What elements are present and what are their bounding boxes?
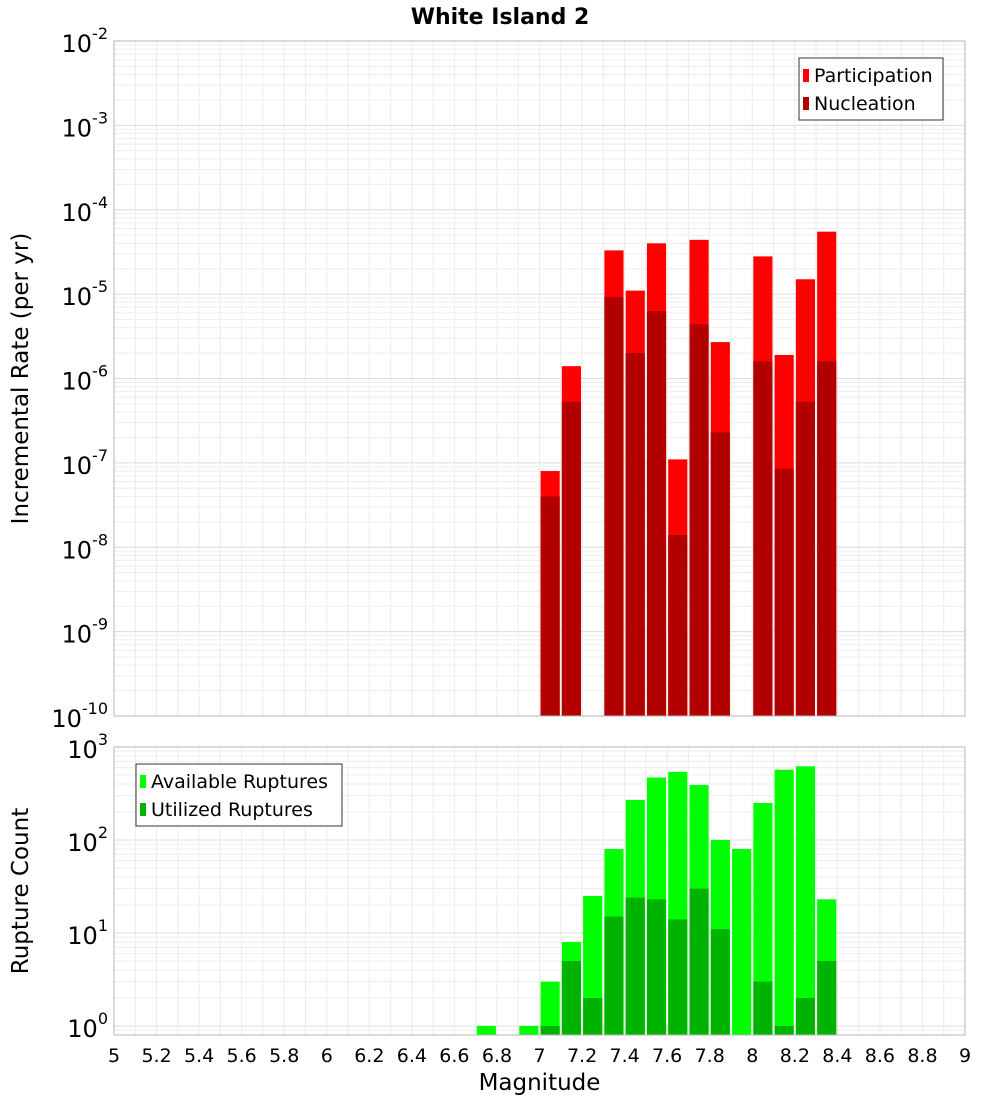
panel2-bar-available-ruptures: [753, 802, 773, 1035]
panel2-y-tick-label: 103: [67, 730, 108, 764]
panel2-legend-swatch: [140, 775, 146, 788]
panel1-y-tick-label: 10-6: [62, 362, 109, 396]
panel1-legend-label: Participation: [814, 65, 933, 87]
panel1-y-axis-label: Incremental Rate (per yr): [8, 233, 34, 525]
x-tick-label: 7.4: [609, 1045, 639, 1067]
x-axis-label: Magnitude: [479, 1070, 601, 1096]
x-tick-label: 7.2: [567, 1045, 597, 1067]
panel2-legend: Available Ruptures Utilized Ruptures: [135, 763, 343, 827]
x-tick-label: 6.6: [439, 1045, 469, 1067]
x-tick-label: 8.8: [907, 1045, 937, 1067]
panel2-legend-label: Utilized Ruptures: [151, 799, 313, 821]
panel2-bar-utilized-ruptures: [817, 960, 837, 1035]
panel1-y-tick-label: 10-9: [62, 615, 109, 649]
panel2-bar-utilized-ruptures: [540, 1025, 560, 1035]
panel2-bar-utilized-ruptures: [625, 897, 645, 1035]
panel1-y-tick-label: 10-5: [62, 277, 109, 311]
panel2-bar-available-ruptures: [519, 1025, 539, 1035]
panel2-bar-utilized-ruptures: [753, 981, 773, 1035]
x-tick-label: 6.2: [354, 1045, 384, 1067]
x-tick-label: 7.8: [695, 1045, 725, 1067]
x-tick-label: 9: [959, 1045, 971, 1067]
panel1-legend-swatch: [803, 97, 809, 110]
panel2-bar-utilized-ruptures: [668, 919, 688, 1035]
x-tick-label: 5: [108, 1045, 120, 1067]
panel2-bar-utilized-ruptures: [561, 960, 581, 1035]
panel2-bar-utilized-ruptures: [795, 997, 816, 1035]
chart-title: White Island 2: [411, 5, 590, 30]
x-tick-label: 7: [533, 1045, 545, 1067]
x-tick-label: 5.6: [227, 1045, 257, 1067]
x-tick-label: 8: [746, 1045, 758, 1067]
x-tick-label: 6: [321, 1045, 333, 1067]
panel2-plot-frame: [113, 746, 966, 1036]
panel2-legend-box: [135, 763, 343, 827]
panel1-bar-nucleation: [646, 311, 667, 716]
panel2-bar-available-ruptures: [476, 1025, 496, 1035]
x-tick-label: 6.4: [397, 1045, 427, 1067]
panel2-bar-utilized-ruptures: [689, 888, 709, 1035]
panel2-legend-swatch: [140, 803, 146, 816]
x-tick-label: 6.8: [482, 1045, 512, 1067]
panel1-y-tick-label: 10-4: [62, 193, 109, 227]
panel1-bar-nucleation: [540, 496, 560, 716]
panel1-bar-nucleation: [710, 432, 730, 716]
panel2-y-tick-label: 100: [67, 1009, 108, 1043]
panel1-legend-label: Nucleation: [814, 93, 916, 115]
panel2-legend-label: Available Ruptures: [151, 771, 328, 793]
panel1-plot-frame: [113, 40, 966, 717]
panel2-y-tick-label: 102: [67, 823, 108, 857]
panel2-y-tick-label: 101: [67, 916, 108, 950]
panel2-bar-available-ruptures: [774, 769, 794, 1035]
panel1-bar-nucleation: [795, 401, 816, 716]
panel2-bar-utilized-ruptures: [646, 899, 667, 1035]
panel2-bar-utilized-ruptures: [774, 1025, 794, 1035]
panel2-bar-utilized-ruptures: [710, 929, 730, 1035]
x-tick-label: 8.4: [822, 1045, 852, 1067]
panel2-bar-available-ruptures: [732, 849, 752, 1035]
panel1-bar-nucleation: [689, 324, 709, 716]
x-tick-label: 7.6: [652, 1045, 682, 1067]
panel1-bar-nucleation: [753, 361, 773, 716]
panel1-y-tick-label: 10-7: [62, 446, 109, 480]
panel1-y-tick-label: 10-2: [62, 24, 109, 58]
panel1-y-tick-label: 10-10: [51, 699, 108, 733]
x-tick-label: 5.2: [141, 1045, 171, 1067]
panel1-bar-nucleation: [817, 361, 837, 716]
x-tick-label: 8.6: [865, 1045, 895, 1067]
panel2-y-axis-label: Rupture Count: [8, 808, 34, 974]
panel2-bar-utilized-ruptures: [604, 916, 624, 1035]
panel2-bar-available-ruptures: [540, 981, 560, 1035]
panel1-legend-swatch: [803, 69, 809, 82]
panel2-bar-utilized-ruptures: [583, 997, 603, 1035]
panel1-legend: Participation Nucleation: [798, 57, 944, 121]
panel1-bar-nucleation: [604, 297, 624, 716]
x-tick-label: 5.4: [184, 1045, 214, 1067]
panel1-bar-nucleation: [668, 534, 688, 716]
panel1-bar-nucleation: [774, 468, 794, 716]
panel1-y-tick-label: 10-8: [62, 530, 109, 564]
panel1-bar-nucleation: [625, 353, 645, 716]
x-tick-label: 8.2: [780, 1045, 810, 1067]
panel1-y-tick-label: 10-3: [62, 108, 109, 142]
x-tick-label: 5.8: [269, 1045, 299, 1067]
panel1-legend-box: [798, 57, 944, 121]
panel2-bar-available-ruptures: [795, 766, 816, 1035]
panel1-bar-nucleation: [561, 401, 581, 716]
